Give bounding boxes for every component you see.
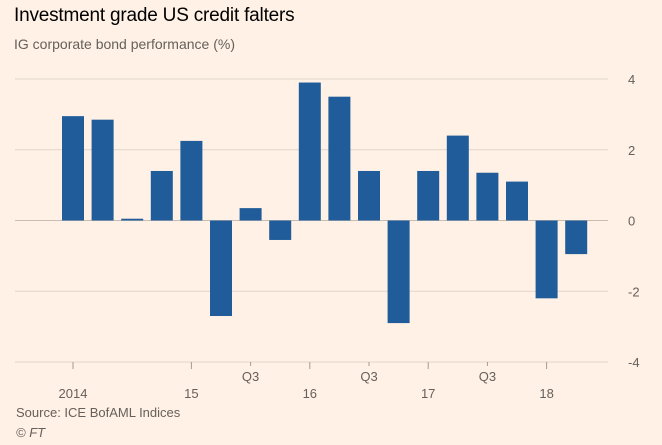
bar: [150, 170, 173, 221]
y-tick-label: 2: [628, 143, 635, 158]
bar: [62, 116, 84, 221]
x-tick-label: 17: [421, 386, 435, 400]
bar: [91, 119, 114, 221]
bar: [506, 181, 528, 221]
bar: [239, 208, 262, 221]
bar-chart: 4 2 0 -2 -4 2014 15 Q3 16 Q3 17 Q3 18: [15, 72, 640, 400]
x-tick-label: Q3: [242, 369, 259, 384]
bar: [210, 220, 232, 317]
copyright-note: © FT: [16, 425, 46, 440]
y-tick-label: 0: [628, 214, 635, 229]
x-tick-label: 2014: [59, 386, 88, 400]
bar: [535, 220, 558, 299]
bar: [476, 172, 499, 221]
bar: [358, 170, 380, 221]
x-tick-label: Q3: [360, 369, 377, 384]
x-tick-label: Q3: [479, 369, 496, 384]
bar: [417, 170, 440, 221]
bar: [180, 140, 203, 221]
y-tick-label: -2: [628, 284, 640, 299]
bar: [298, 82, 321, 221]
bar: [565, 220, 588, 255]
chart-subtitle: IG corporate bond performance (%): [14, 36, 235, 52]
bar: [387, 220, 410, 324]
x-tick-label: 18: [539, 386, 553, 400]
y-tick-label: 4: [628, 72, 635, 87]
x-tick-label: 15: [184, 386, 198, 400]
bar: [328, 96, 351, 221]
bar: [446, 135, 469, 221]
bar: [269, 220, 292, 240]
source-note: Source: ICE BofAML Indices: [16, 405, 181, 420]
y-tick-label: -4: [628, 355, 640, 370]
bar: [121, 218, 144, 221]
chart-title: Investment grade US credit falters: [14, 5, 295, 26]
x-tick-label: 16: [303, 386, 317, 400]
